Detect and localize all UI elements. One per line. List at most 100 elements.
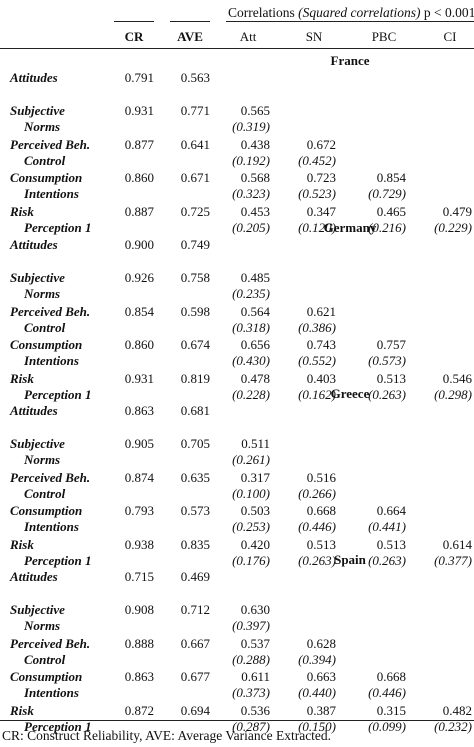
construct-label: Consumption xyxy=(10,337,83,352)
construct-label: Risk xyxy=(10,536,34,552)
correlation-value: 0.568 xyxy=(240,170,270,185)
ave-value: 0.705 xyxy=(180,436,210,451)
correlation-value: 0.479 xyxy=(442,203,472,219)
col-header-ci: CI xyxy=(443,29,457,44)
squared-correlation-value: (0.229) xyxy=(434,219,472,235)
table-bottom-rule xyxy=(0,720,474,721)
correlation-value: 0.628 xyxy=(306,635,336,651)
construct-label: Perceived Beh. xyxy=(10,303,91,319)
correlation-value: 0.757 xyxy=(376,337,406,352)
correlation-value: 0.621 xyxy=(306,303,336,319)
squared-correlation-value: (0.192) xyxy=(232,152,270,168)
ave-value: 0.563 xyxy=(180,69,210,85)
cr-value: 0.887 xyxy=(124,203,154,219)
squared-correlation-value: (0.430) xyxy=(232,353,270,368)
col-header-sn: SN xyxy=(305,29,323,44)
correlation-value: 0.672 xyxy=(306,136,336,152)
cr-value: 0.900 xyxy=(124,236,154,252)
correlation-value: 0.465 xyxy=(376,203,406,219)
ave-value: 0.573 xyxy=(180,503,210,518)
ave-value: 0.598 xyxy=(180,303,210,319)
col-header-cr: CR xyxy=(124,29,144,44)
construct-label-cont: Control xyxy=(24,319,66,335)
correlation-value: 0.478 xyxy=(240,370,270,386)
header-rule-ave xyxy=(170,21,210,22)
p-value-note: p < 0.001 xyxy=(423,5,474,20)
squared-correlation-value: (0.287) xyxy=(232,718,270,734)
construct-label-cont: Intentions xyxy=(24,685,79,700)
correlation-value: 0.453 xyxy=(240,203,270,219)
correlation-value: 0.438 xyxy=(240,136,270,152)
construct-label: Subjective xyxy=(10,436,65,451)
correlation-value: 0.630 xyxy=(240,602,270,617)
table-footnote: CR: Construct Reliability, AVE: Average … xyxy=(2,728,332,743)
construct-label: Consumption xyxy=(10,669,83,684)
construct-label-cont: Control xyxy=(24,152,66,168)
ave-value: 0.635 xyxy=(180,469,210,485)
correlation-value: 0.387 xyxy=(306,702,336,718)
correlation-value: 0.317 xyxy=(240,469,270,485)
squared-correlation-value: (0.150) xyxy=(298,718,336,734)
header-bottom-rule xyxy=(0,48,474,49)
correlation-value: 0.403 xyxy=(306,370,336,386)
squared-correlation-value: (0.319) xyxy=(232,119,270,134)
correlation-value: 0.611 xyxy=(241,669,270,684)
ave-value: 0.835 xyxy=(180,536,210,552)
cr-value: 0.872 xyxy=(124,702,154,718)
squared-correlation-value: (0.205) xyxy=(232,219,270,235)
squared-correlation-value: (0.394) xyxy=(298,651,336,667)
cr-value: 0.860 xyxy=(124,170,154,185)
correlation-value: 0.663 xyxy=(306,669,336,684)
squared-correlation-value: (0.176) xyxy=(232,552,270,568)
construct-label: Perceived Beh. xyxy=(10,635,91,651)
construct-label-cont: Intentions xyxy=(24,186,79,201)
ave-value: 0.758 xyxy=(180,270,210,285)
correlation-value: 0.482 xyxy=(442,702,472,718)
squared-correlation-value: (0.729) xyxy=(368,186,406,201)
cr-value: 0.905 xyxy=(124,436,154,451)
correlation-value: 0.485 xyxy=(240,270,270,285)
construct-label: Risk xyxy=(10,702,34,718)
squared-correlations-note: (Squared correlations) xyxy=(298,5,421,20)
cr-value: 0.791 xyxy=(124,69,154,85)
correlation-value: 0.723 xyxy=(306,170,336,185)
squared-correlation-value: (0.228) xyxy=(232,386,270,402)
ave-value: 0.469 xyxy=(180,568,210,584)
cr-value: 0.938 xyxy=(124,536,154,552)
ave-value: 0.749 xyxy=(180,236,210,252)
construct-label: Subjective xyxy=(10,270,65,285)
correlation-value: 0.511 xyxy=(241,436,270,451)
construct-label: Consumption xyxy=(10,170,83,185)
squared-correlation-value: (0.573) xyxy=(368,353,406,368)
squared-correlation-value: (0.100) xyxy=(232,485,270,501)
ave-value: 0.819 xyxy=(180,370,210,386)
cr-value: 0.863 xyxy=(124,669,154,684)
cr-value: 0.877 xyxy=(124,136,154,152)
construct-label: Attitudes xyxy=(10,568,58,584)
ave-value: 0.712 xyxy=(180,602,210,617)
construct-label: Attitudes xyxy=(10,69,58,85)
correlation-value: 0.420 xyxy=(240,536,270,552)
correlation-value: 0.668 xyxy=(306,503,336,518)
correlation-value: 0.513 xyxy=(376,370,406,386)
construct-label-cont: Intentions xyxy=(24,519,79,534)
cr-value: 0.715 xyxy=(124,568,154,584)
squared-correlation-value: (0.323) xyxy=(232,186,270,201)
squared-correlation-value: (0.446) xyxy=(368,685,406,700)
construct-label: Risk xyxy=(10,203,34,219)
construct-label: Perceived Beh. xyxy=(10,469,91,485)
squared-correlation-value: (0.318) xyxy=(232,319,270,335)
squared-correlation-value: (0.386) xyxy=(298,319,336,335)
header-rule-corr xyxy=(226,21,474,22)
correlation-value: 0.347 xyxy=(306,203,336,219)
squared-correlation-value: (0.441) xyxy=(368,519,406,534)
construct-label-cont: Norms xyxy=(24,618,61,633)
correlation-value: 0.513 xyxy=(376,536,406,552)
squared-correlation-value: (0.099) xyxy=(368,718,406,734)
correlation-value: 0.854 xyxy=(376,170,406,185)
correlation-value: 0.546 xyxy=(442,370,472,386)
squared-correlation-value: (0.397) xyxy=(232,618,270,633)
country-label: Germany xyxy=(323,220,377,235)
construct-label: Risk xyxy=(10,370,34,386)
